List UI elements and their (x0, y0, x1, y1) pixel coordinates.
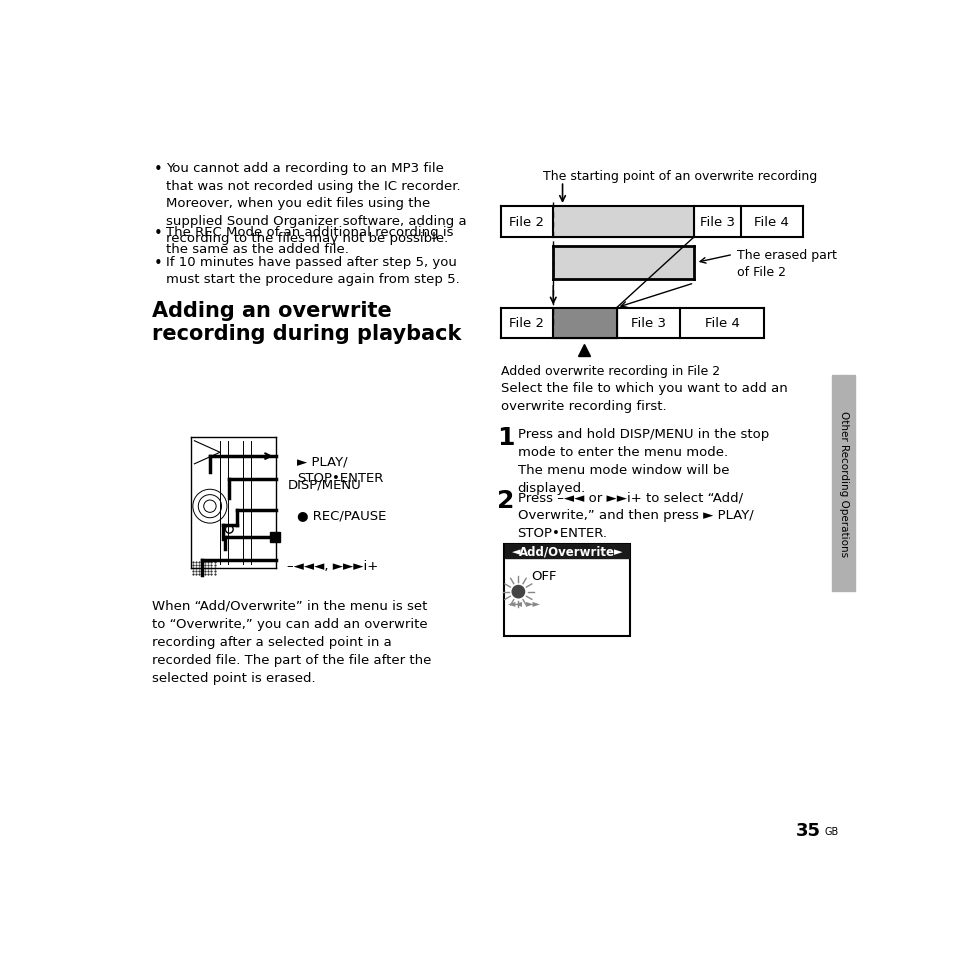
Text: GB: GB (823, 826, 838, 837)
Text: OFF: OFF (531, 569, 557, 582)
Bar (270, 532, 280, 543)
Bar (553, 247, 694, 280)
Text: File 2: File 2 (509, 215, 544, 229)
Text: 35: 35 (795, 821, 820, 839)
Text: Other Recording Operations: Other Recording Operations (838, 411, 848, 557)
Text: ● REC/PAUSE: ● REC/PAUSE (296, 509, 386, 522)
Text: ► PLAY/
STOP•ENTER: ► PLAY/ STOP•ENTER (296, 456, 383, 484)
Text: ◄◄: ◄◄ (508, 597, 523, 607)
Text: 1: 1 (497, 426, 514, 450)
Text: If 10 minutes have passed after step 5, you
must start the procedure again from : If 10 minutes have passed after step 5, … (166, 255, 459, 286)
Text: •: • (153, 255, 162, 271)
Text: •: • (153, 226, 162, 240)
Text: File 2: File 2 (509, 317, 544, 330)
Bar (504, 544, 629, 637)
Text: DISP/MENU: DISP/MENU (287, 478, 361, 491)
Bar (553, 308, 617, 339)
Text: File 3: File 3 (700, 215, 734, 229)
Text: You cannot add a recording to an MP3 file
that was not recorded using the IC rec: You cannot add a recording to an MP3 fil… (166, 162, 466, 245)
Text: –◄◄◄, ►►►i+: –◄◄◄, ►►►i+ (287, 559, 378, 572)
Text: Add/Overwrite: Add/Overwrite (518, 545, 615, 558)
Text: Select the file to which you want to add an
overwrite recording first.: Select the file to which you want to add… (500, 381, 786, 413)
Text: •: • (153, 162, 162, 177)
Text: When “Add/Overwrite” in the menu is set
to “Overwrite,” you can add an overwrite: When “Add/Overwrite” in the menu is set … (152, 598, 431, 684)
Text: The REC Mode of an additional recording is
the same as the added file.: The REC Mode of an additional recording … (166, 226, 453, 256)
Text: File 4: File 4 (704, 317, 739, 330)
Text: ◄: ◄ (512, 546, 520, 557)
Text: Press and hold DISP/MENU in the stop
mode to enter the menu mode.
The menu mode : Press and hold DISP/MENU in the stop mod… (517, 428, 768, 495)
Circle shape (512, 586, 524, 598)
Text: File 4: File 4 (754, 215, 788, 229)
Text: The erased part
of File 2: The erased part of File 2 (736, 249, 836, 279)
Text: The starting point of an overwrite recording: The starting point of an overwrite recor… (542, 170, 817, 183)
Bar (553, 207, 694, 237)
Bar (505, 544, 629, 558)
Text: Adding an overwrite
recording during playback: Adding an overwrite recording during pla… (152, 301, 460, 344)
Text: ►: ► (613, 546, 621, 557)
Text: Press –◄◄ or ►►i+ to select “Add/
Overwrite,” and then press ► PLAY/
STOP•ENTER.: Press –◄◄ or ►►i+ to select “Add/ Overwr… (517, 491, 753, 539)
Text: Added overwrite recording in File 2: Added overwrite recording in File 2 (500, 364, 719, 377)
Text: ►►: ►► (525, 597, 540, 607)
Text: 2: 2 (497, 489, 514, 513)
Bar (831, 375, 855, 591)
Text: File 3: File 3 (631, 317, 665, 330)
